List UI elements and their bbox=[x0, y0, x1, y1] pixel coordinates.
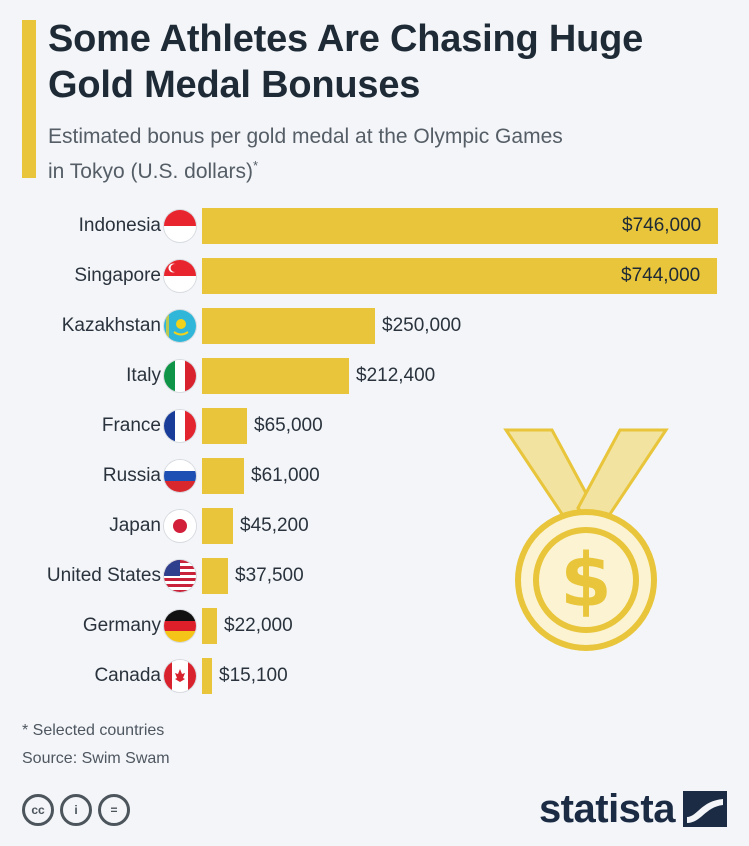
category-label: Germany bbox=[82, 615, 161, 636]
bar-row: Indonesia $746,000 bbox=[0, 206, 749, 256]
bar-row: Russia $61,000 bbox=[0, 456, 749, 506]
license-icons: cc i = bbox=[22, 794, 130, 826]
source-note: Source: Swim Swam bbox=[22, 750, 170, 767]
bar-row: Singapore $744,000 bbox=[0, 256, 749, 306]
chart-subtitle: Estimated bonus per gold medal at the Ol… bbox=[48, 122, 568, 186]
bar bbox=[202, 608, 217, 644]
flag-icon bbox=[164, 610, 196, 642]
bar bbox=[202, 658, 212, 694]
flag-icon bbox=[164, 360, 196, 392]
bar bbox=[202, 458, 244, 494]
cc-icon[interactable]: cc bbox=[22, 794, 54, 826]
bar-row: France $65,000 bbox=[0, 406, 749, 456]
category-label: Singapore bbox=[74, 265, 161, 286]
category-label: France bbox=[101, 415, 161, 436]
category-label: Canada bbox=[94, 665, 161, 686]
bar-row: Canada $15,100 bbox=[0, 656, 749, 706]
bar bbox=[202, 508, 233, 544]
bar bbox=[202, 358, 349, 394]
flag-icon bbox=[164, 660, 196, 692]
category-label: Kazakhstan bbox=[61, 315, 161, 336]
bar bbox=[202, 408, 247, 444]
subtitle-text: Estimated bonus per gold medal at the Ol… bbox=[48, 125, 563, 183]
data-label: $212,400 bbox=[356, 365, 436, 386]
category-label: United States bbox=[46, 565, 161, 586]
bar bbox=[202, 308, 375, 344]
brand[interactable]: statista bbox=[539, 786, 727, 832]
bar-chart: Indonesia $746,000 Singapore $744,000 Kazakh… bbox=[0, 206, 749, 706]
category-label: Japan bbox=[109, 515, 161, 536]
data-label: $45,200 bbox=[240, 515, 309, 536]
svg-text:$: $ bbox=[560, 538, 612, 624]
footnote: * Selected countries bbox=[22, 722, 165, 739]
category-label: Indonesia bbox=[78, 215, 161, 236]
brand-name: statista bbox=[538, 786, 676, 831]
flag-icon bbox=[164, 310, 196, 342]
no-derivatives-icon[interactable]: = bbox=[98, 794, 130, 826]
subtitle-footnote-mark: * bbox=[253, 158, 259, 173]
category-label: Italy bbox=[126, 365, 161, 386]
statista-logo-icon bbox=[683, 791, 727, 827]
bar bbox=[202, 208, 718, 244]
data-label: $250,000 bbox=[382, 315, 462, 336]
data-label: $22,000 bbox=[224, 615, 293, 636]
chart-title: Some Athletes Are Chasing Huge Gold Meda… bbox=[48, 18, 644, 106]
bar bbox=[202, 558, 228, 594]
category-label: Russia bbox=[102, 465, 161, 486]
flag-icon bbox=[164, 560, 196, 592]
bar-row: Italy $212,400 bbox=[0, 356, 749, 406]
flag-icon bbox=[164, 460, 196, 492]
gold-medal-icon: $ bbox=[503, 428, 669, 651]
flag-icon bbox=[164, 510, 196, 542]
data-label: $37,500 bbox=[235, 565, 304, 586]
data-label: $746,000 bbox=[622, 215, 702, 236]
bar-row: United States $37,500 bbox=[0, 556, 749, 606]
bar-row: Japan $45,200 bbox=[0, 506, 749, 556]
title-accent-bar bbox=[22, 20, 36, 178]
data-label: $15,100 bbox=[219, 665, 288, 686]
data-label: $61,000 bbox=[251, 465, 320, 486]
bar-row: Kazakhstan $250,000 bbox=[0, 306, 749, 356]
data-label: $744,000 bbox=[621, 265, 701, 286]
bar-row: Germany $22,000 bbox=[0, 606, 749, 656]
data-label: $65,000 bbox=[254, 415, 323, 436]
attribution-icon[interactable]: i bbox=[60, 794, 92, 826]
flag-icon bbox=[164, 260, 196, 292]
flag-icon bbox=[164, 210, 196, 242]
bar bbox=[202, 258, 717, 294]
flag-icon bbox=[164, 410, 196, 442]
